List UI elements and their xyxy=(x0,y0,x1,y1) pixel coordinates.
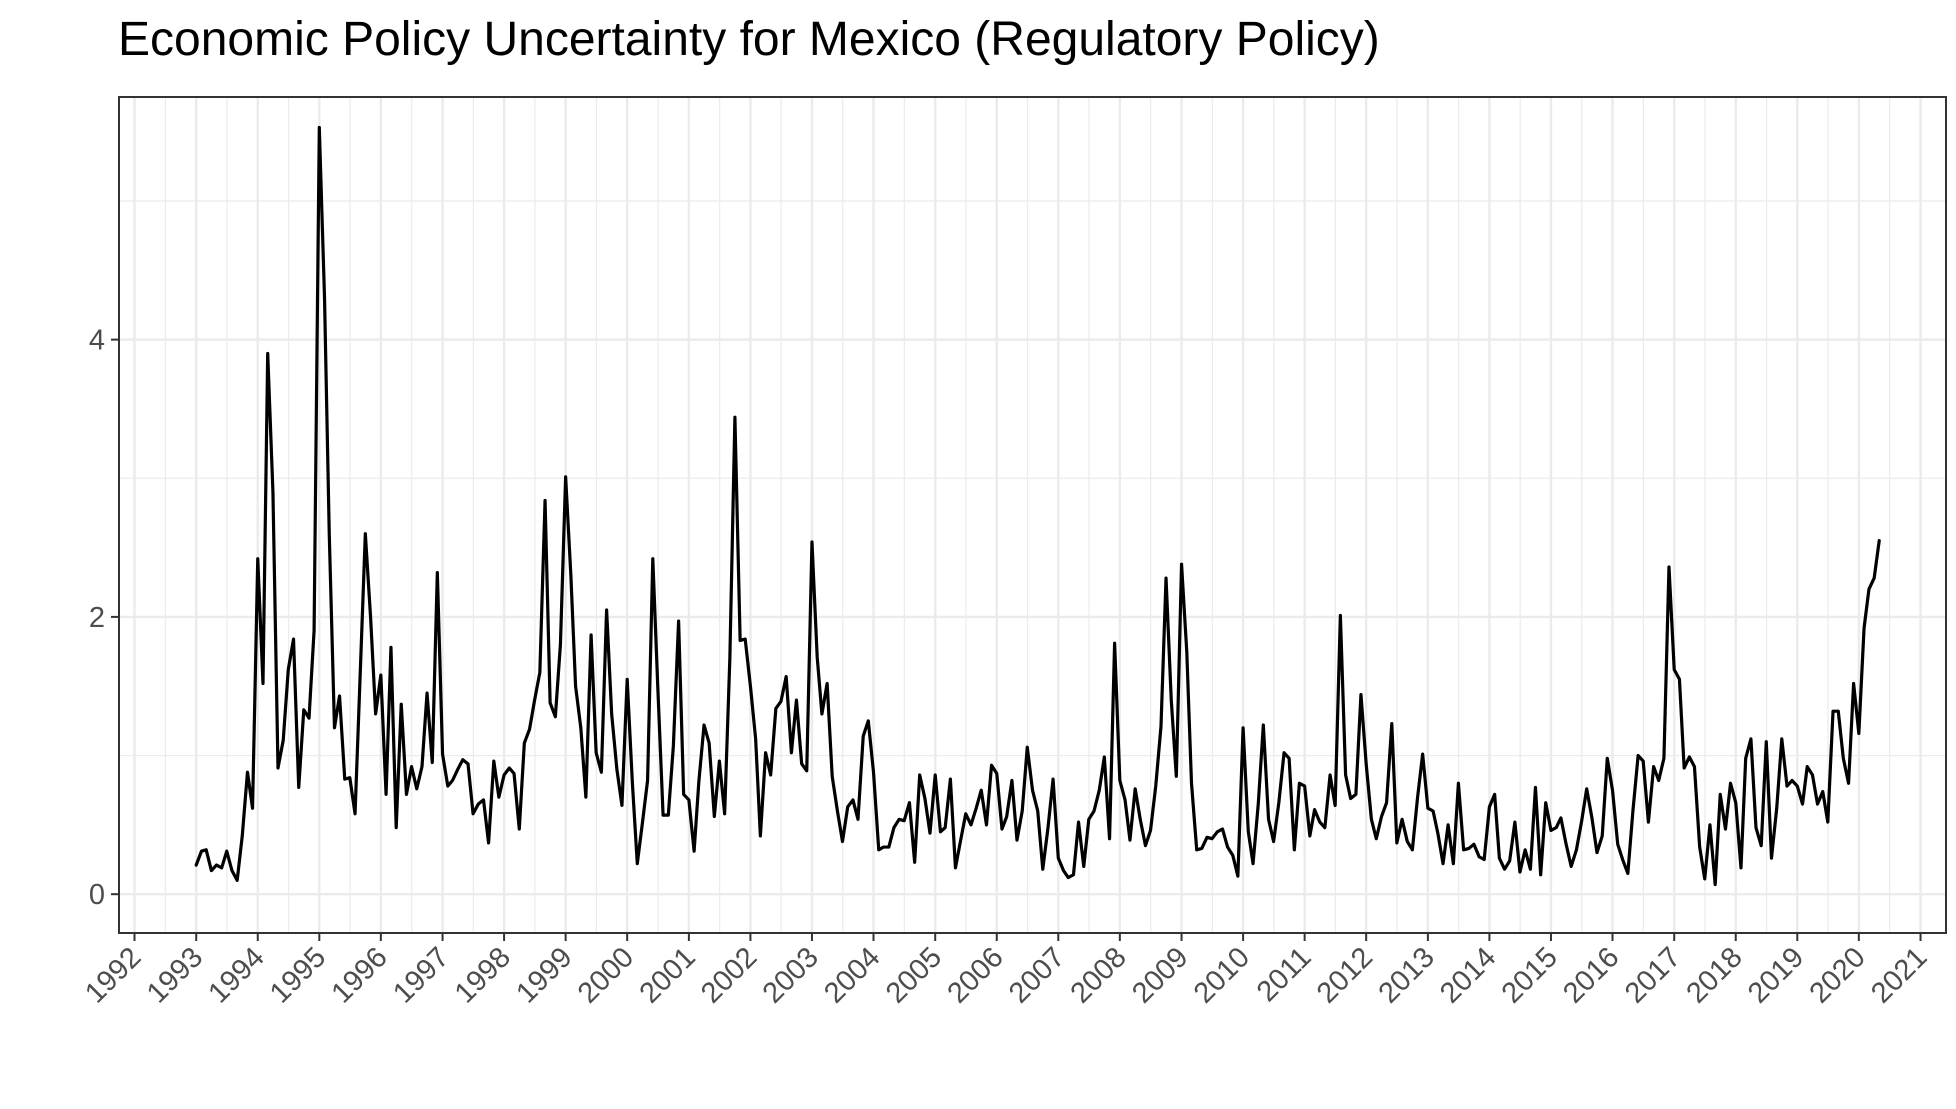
x-tick-label: 2005 xyxy=(880,941,948,1009)
x-tick-label: 1992 xyxy=(79,941,147,1009)
x-tick-label: 2021 xyxy=(1865,941,1933,1009)
y-tick-label: 4 xyxy=(89,325,105,357)
x-tick-label: 1995 xyxy=(264,941,332,1009)
x-tick-label: 1997 xyxy=(387,941,455,1009)
x-tick-label: 1999 xyxy=(510,941,578,1009)
x-tick-label: 1996 xyxy=(326,941,394,1009)
y-tick-label: 0 xyxy=(89,879,105,911)
x-tick-label: 2008 xyxy=(1065,941,1133,1009)
x-tick-label: 2011 xyxy=(1251,941,1318,1008)
x-tick-label: 2013 xyxy=(1373,941,1441,1009)
x-tick-label: 2007 xyxy=(1003,941,1071,1009)
panel-border xyxy=(118,96,1947,934)
x-tick-label: 2010 xyxy=(1188,941,1256,1009)
y-tick-label: 2 xyxy=(89,602,105,634)
series-line xyxy=(194,125,1881,887)
x-tick-label: 2017 xyxy=(1619,941,1687,1009)
x-tick-label: 1993 xyxy=(141,941,209,1009)
x-tick-label: 2001 xyxy=(634,941,702,1009)
chart-title: Economic Policy Uncertainty for Mexico (… xyxy=(118,13,1380,66)
x-tick-label: 2020 xyxy=(1804,941,1872,1009)
x-tick-label: 2012 xyxy=(1311,941,1379,1009)
x-tick-label: 2014 xyxy=(1434,941,1502,1009)
x-tick-label: 2018 xyxy=(1680,941,1748,1009)
x-tick-label: 2002 xyxy=(695,941,763,1009)
x-tick-label: 2006 xyxy=(941,941,1009,1009)
x-tick-label: 2003 xyxy=(757,941,825,1009)
x-tick-label: 2015 xyxy=(1496,941,1564,1009)
x-tick-label: 2000 xyxy=(572,941,640,1009)
x-tick-label: 2019 xyxy=(1742,941,1810,1009)
axes: 0241992199319941995199619971998199920002… xyxy=(79,325,1933,1010)
gridlines xyxy=(119,97,1946,933)
x-tick-label: 2009 xyxy=(1126,941,1194,1009)
x-tick-label: 2016 xyxy=(1557,941,1625,1009)
x-tick-label: 2004 xyxy=(818,941,886,1009)
series-lines xyxy=(194,125,1881,887)
x-tick-label: 1994 xyxy=(202,941,270,1009)
x-tick-label: 1998 xyxy=(449,941,517,1009)
